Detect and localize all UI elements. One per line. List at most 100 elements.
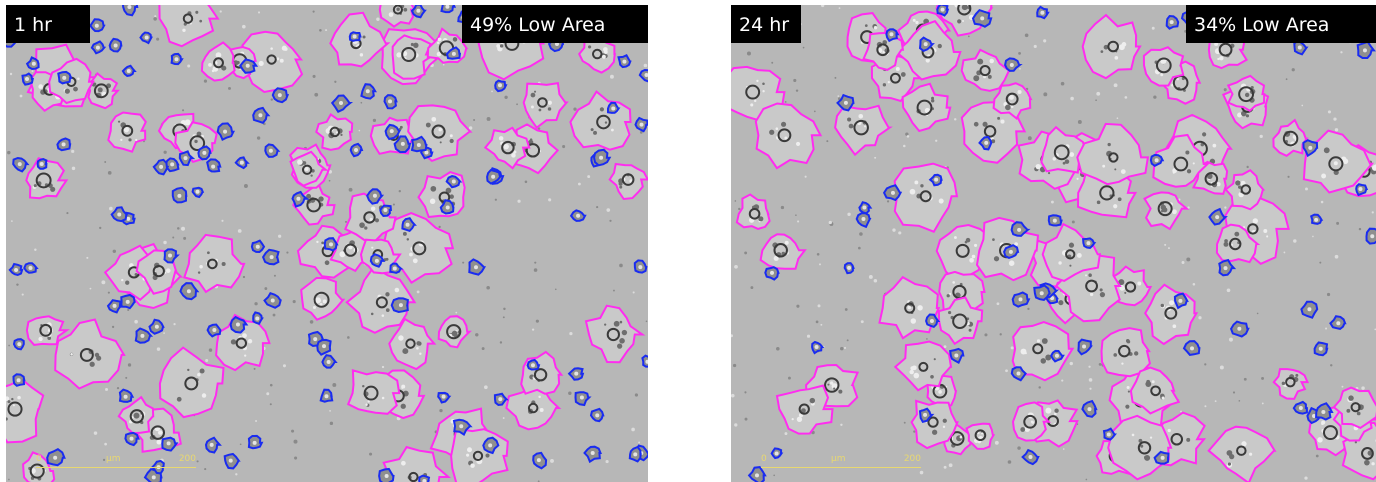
round-cell-core (491, 175, 495, 179)
cell-texture (313, 306, 316, 309)
cell-texture (1121, 362, 1123, 364)
round-cell-core (1363, 48, 1367, 52)
round-cell-core (126, 300, 130, 304)
speckle (254, 368, 256, 370)
cell-texture (1115, 56, 1119, 60)
cell-texture (1058, 300, 1063, 305)
round-cell-core (923, 413, 927, 417)
cell-texture (466, 454, 469, 457)
speckle (1153, 95, 1156, 98)
cell-texture (1235, 180, 1240, 185)
round-cell-core (934, 178, 938, 182)
cell-texture (386, 308, 390, 312)
speckle (734, 423, 737, 426)
cell-texture (403, 232, 407, 236)
round-cell-core (373, 194, 377, 198)
speckle (1336, 222, 1339, 225)
cell-texture (1036, 164, 1041, 169)
speckle (821, 5, 824, 7)
cell-texture (496, 44, 500, 48)
cell-texture (38, 84, 43, 89)
speckle (90, 288, 92, 290)
cell-texture (1065, 159, 1070, 164)
speckle (887, 200, 889, 202)
cell-texture (908, 306, 912, 310)
speckle (332, 383, 336, 387)
speckle (294, 456, 297, 459)
cell-texture (413, 43, 418, 48)
cell-body (1102, 328, 1150, 376)
cell-body (184, 235, 244, 292)
cell-texture (943, 426, 945, 428)
cell-texture (540, 408, 544, 412)
scale-line (761, 467, 921, 468)
speckle (294, 440, 298, 444)
speckle (503, 417, 505, 419)
speckle (1319, 262, 1321, 264)
cell-texture (1224, 239, 1228, 243)
cell-texture (858, 114, 863, 119)
speckle (1095, 99, 1097, 101)
speckle (1088, 366, 1090, 368)
round-cell-core (211, 165, 215, 169)
cell-texture (1193, 162, 1195, 164)
speckle (125, 377, 127, 379)
speckle (325, 29, 327, 31)
speckle (555, 288, 557, 290)
speckle (495, 199, 497, 201)
cell-texture (865, 24, 868, 27)
speckle (173, 323, 175, 325)
speckle (177, 227, 180, 230)
area-label: 34% Low Area (1186, 5, 1376, 43)
round-cell-core (1190, 346, 1194, 350)
speckle (1342, 386, 1344, 388)
speckle (197, 460, 199, 462)
speckle (1018, 52, 1021, 55)
cell-texture (385, 292, 389, 296)
speckle (949, 463, 953, 467)
round-cell-core (155, 325, 159, 329)
cell-texture (1042, 338, 1048, 344)
cell-texture (1346, 409, 1350, 413)
cell-texture (248, 339, 253, 344)
scale-bar: 0 μm 200 (761, 454, 921, 468)
micrograph-panel: 1 hr 49% Low Area 0 μm 200 (6, 5, 648, 482)
round-cell-core (930, 319, 934, 323)
cell-texture (992, 238, 995, 241)
cell-texture (118, 121, 120, 123)
cell-texture (917, 305, 922, 310)
cell-texture (305, 167, 309, 171)
cell-texture (796, 142, 800, 146)
speckle (731, 334, 733, 337)
cell-texture (207, 251, 210, 254)
speckle (7, 151, 10, 154)
cell-image (731, 5, 1376, 482)
speckle (1286, 78, 1288, 80)
round-cell-core (253, 441, 257, 445)
cell-texture (911, 318, 916, 323)
round-cell-core (168, 254, 172, 258)
cell-texture (1266, 235, 1268, 237)
cell-texture (792, 418, 794, 420)
speckle (587, 175, 590, 178)
speckle (1027, 308, 1029, 310)
speckle (373, 119, 376, 122)
cell-texture (65, 89, 70, 94)
round-cell-core (375, 259, 379, 263)
speckle (154, 15, 156, 17)
round-cell-core (941, 8, 945, 12)
cell-texture (602, 55, 606, 59)
speckle (605, 460, 608, 463)
cell-texture (158, 430, 162, 434)
speckle (807, 335, 810, 338)
speckle (1335, 128, 1338, 131)
cell-texture (1114, 168, 1116, 170)
speckle (99, 227, 101, 229)
round-cell-core (296, 197, 300, 201)
round-cell-core (17, 342, 21, 346)
cell-texture (430, 199, 435, 204)
round-cell-core (1319, 347, 1323, 351)
cell-texture (212, 70, 215, 73)
cell-texture (440, 141, 442, 143)
speckle (913, 430, 915, 432)
